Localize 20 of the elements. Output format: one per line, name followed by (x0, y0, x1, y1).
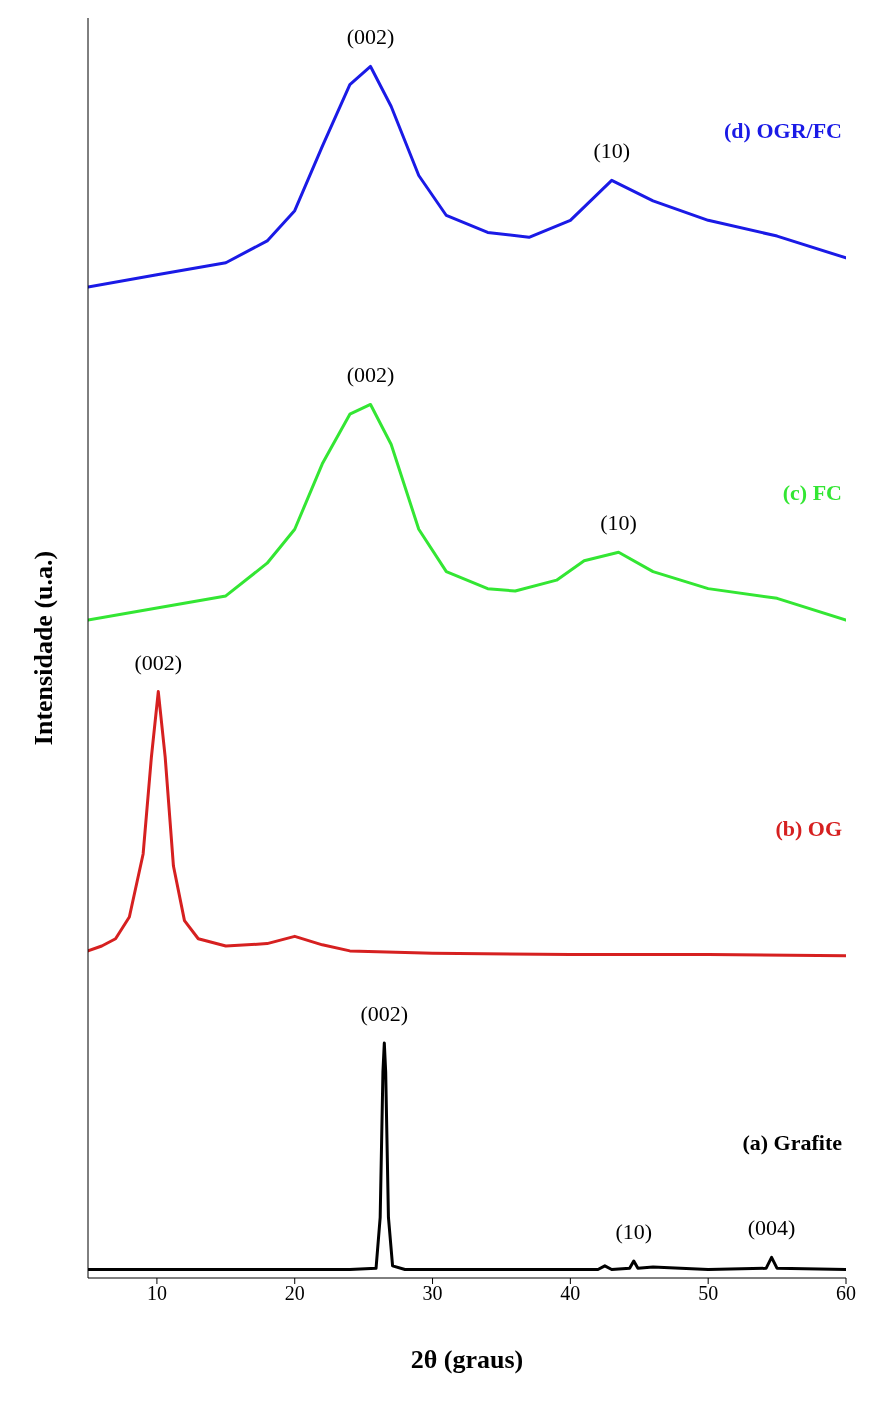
x-tick-label: 40 (560, 1282, 581, 1305)
x-tick-label: 50 (698, 1282, 719, 1305)
annotation: (10) (593, 138, 631, 164)
x-tick-label: 10 (146, 1282, 167, 1305)
y-axis-title: Intensidade (u.a.) (29, 550, 59, 746)
text: (a) Grafite (742, 1129, 843, 1155)
annotation: (002) (346, 362, 395, 388)
annotation: (004) (747, 1215, 796, 1241)
annotation: (10) (615, 1219, 653, 1245)
x-tick-label: 20 (284, 1282, 305, 1305)
annotation: (002) (360, 1000, 409, 1026)
text: (c) FC (782, 480, 842, 506)
x-tick-label: 30 (422, 1282, 443, 1305)
x-axis-title: 2θ (graus) (410, 1345, 524, 1374)
x-tick-label: 60 (836, 1282, 856, 1305)
text: (d) OGR/FC (724, 117, 842, 143)
annotation: (002) (134, 649, 183, 675)
annotation: (10) (600, 510, 637, 536)
text: (b) OG (775, 815, 842, 841)
annotation: (002) (346, 24, 395, 50)
